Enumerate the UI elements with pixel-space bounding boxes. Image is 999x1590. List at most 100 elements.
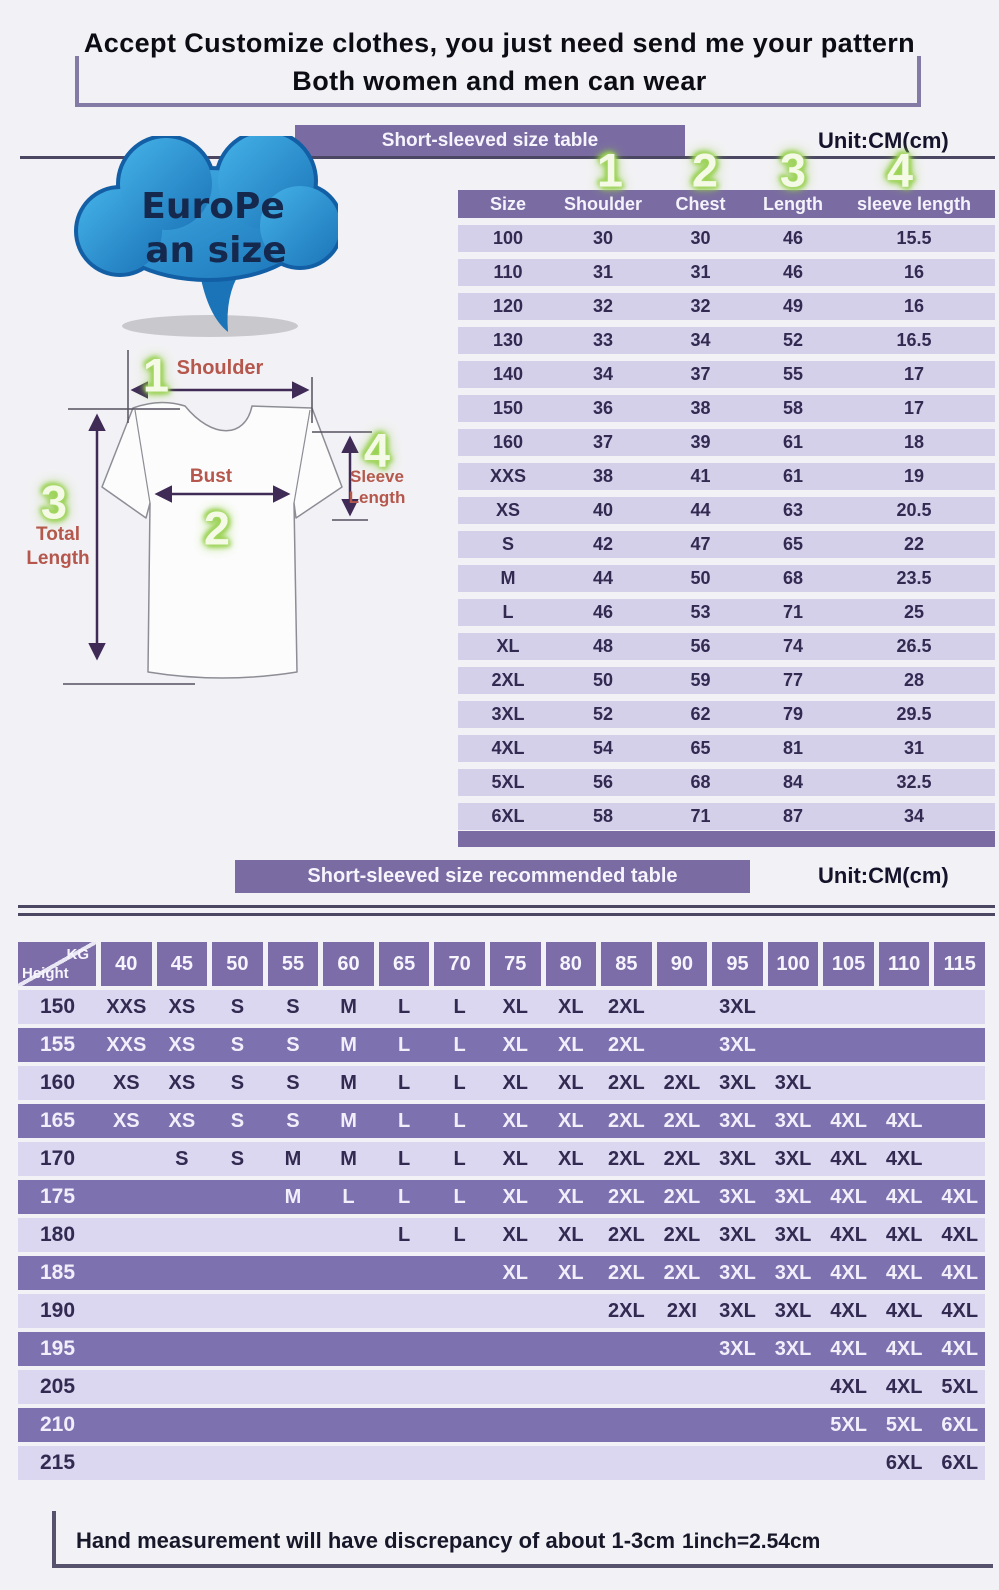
recommend-size-cell: 4XL [885, 1375, 923, 1398]
size-table-row: XL 48 56 74 26.5 [458, 633, 995, 660]
size-table-row: 6XL 58 71 87 34 [458, 803, 995, 830]
recommend-size-cell: XL [502, 1109, 528, 1132]
recommend-size-cell: 2XL [608, 1185, 645, 1208]
recommend-size-cell [101, 1142, 152, 1176]
size-table-cell: 59 [690, 670, 711, 690]
recommend-size-cell: XL [502, 1261, 528, 1284]
recommend-size-cell: XL [502, 1223, 528, 1246]
size-table-cell: 20.5 [896, 500, 932, 520]
recommend-size-cell: M [340, 1147, 357, 1170]
recommend-size-cell: L [453, 1223, 466, 1246]
weight-column-header: 105 [823, 942, 874, 986]
size-table-cell: 17 [903, 398, 925, 418]
size-table-cell: XS [495, 500, 520, 520]
recommend-size-cell [490, 1370, 541, 1404]
recommend-size-cell [379, 1408, 430, 1442]
recommend-table-row: 215 6XL 6XL [18, 1446, 985, 1480]
recommend-size-cell: L [397, 1223, 411, 1246]
corner-kg-label: KG [66, 946, 90, 963]
size-table-cell: 42 [592, 534, 614, 554]
size-table-cell: 87 [782, 806, 804, 826]
weight-column-header: 90 [656, 942, 708, 986]
recommend-size-cell [157, 1332, 208, 1366]
height-label: 190 [40, 1299, 76, 1322]
recommend-size-cell: 4XL [830, 1375, 867, 1398]
sleeve-length-label-line2: Length [349, 488, 406, 507]
size-table-row: S 42 47 65 22 [458, 531, 995, 558]
size-table-row: 4XL 54 65 81 31 [458, 735, 995, 762]
recommend-size-cell [157, 1218, 208, 1252]
size-table-header-chest: Chest [675, 193, 726, 214]
recommend-size-cell: XL [502, 1147, 528, 1170]
size-table-cell: 32 [690, 296, 711, 316]
size-table-row: XXS 38 41 61 19 [458, 463, 995, 490]
column-marker-1: 1 [596, 143, 624, 197]
recommend-size-cell: 3XL [719, 1223, 756, 1246]
divider-line [20, 156, 995, 159]
recommend-size-cell [657, 1370, 708, 1404]
size-table-cell: 49 [782, 296, 804, 316]
recommend-size-cell: 4XL [885, 1185, 923, 1208]
cloud-body [78, 136, 338, 278]
size-table-cell: 2XL [491, 670, 525, 690]
recommend-size-cell: M [284, 1185, 302, 1208]
recommend-table-corner-cell: KG Height [18, 942, 96, 986]
recommend-size-cell: 2XL [608, 1147, 645, 1170]
recommend-size-cell: XL [558, 1071, 584, 1094]
size-table-cell: 18 [903, 432, 925, 452]
recommend-table-body: 150 XXS XS S S M L L XL XL 2XL 3XL 155 XXS XS S S M L L XL XL… [18, 990, 985, 1480]
recommend-size-cell: 4XL [830, 1299, 867, 1322]
weight-column-header: 65 [378, 942, 430, 986]
recommend-size-cell [434, 1294, 485, 1328]
recommend-size-cell: 4XL [941, 1261, 979, 1284]
recommend-table-row: 175 M L L L XL XL 2XL 2XL 3XL 3XL 4XL 4XL 4XL [18, 1180, 985, 1214]
size-table-header-row: Size Shoulder Chest Length sleeve length [458, 190, 995, 218]
size-table-cell: 84 [782, 772, 804, 792]
footer-bottom-border [52, 1564, 993, 1568]
recommend-size-cell: S [230, 995, 245, 1018]
size-table-cell: 56 [592, 772, 614, 792]
total-length-label-line1: Total [36, 524, 80, 545]
size-table-cell: 30 [690, 228, 711, 248]
recommend-size-cell [212, 1294, 263, 1328]
recommend-table-row: 185 XL XL 2XL 2XL 3XL 3XL 4XL 4XL 4XL [18, 1256, 985, 1290]
recommend-size-cell: 2XL [608, 1071, 645, 1094]
height-label: 175 [40, 1185, 76, 1208]
size-table-row: 130 33 34 52 16.5 [458, 327, 995, 354]
recommend-size-cell: 4XL [830, 1109, 867, 1132]
weight-column-header: 60 [323, 942, 374, 986]
recommend-size-cell [657, 1028, 708, 1062]
height-label: 205 [40, 1375, 76, 1398]
column-marker-4: 4 [886, 143, 914, 197]
recommend-table-banner: Short-sleeved size recommended table [235, 860, 750, 893]
size-table-cell: 48 [592, 636, 614, 656]
height-label: 155 [40, 1033, 76, 1056]
size-table: Size Shoulder Chest Length sleeve length… [458, 190, 995, 837]
recommend-size-cell [157, 1180, 208, 1214]
size-table-cell: 79 [782, 704, 804, 724]
recommend-size-cell: 4XL [941, 1185, 979, 1208]
recommend-size-cell [212, 1256, 263, 1290]
recommend-size-cell: 3XL [774, 1109, 812, 1132]
tshirt-measurement-diagram: Shoulder Bust Total Length Sleeve Length [26, 350, 406, 685]
recommend-size-cell [879, 990, 930, 1024]
size-table-cell: 6XL [491, 806, 525, 826]
recommend-size-cell [490, 1332, 541, 1366]
size-table-header-length: Length [763, 193, 823, 214]
recommend-size-cell: L [397, 1071, 411, 1094]
recommend-size-cell [268, 1370, 319, 1404]
recommend-size-cell: 6XL [885, 1451, 923, 1474]
recommend-size-cell: S [230, 1109, 245, 1132]
recommend-size-cell [712, 1408, 763, 1442]
recommend-size-cell [101, 1446, 152, 1480]
size-table-cell: 54 [592, 738, 614, 758]
size-table-cell: 41 [690, 466, 711, 486]
recommend-size-cell: 3XL [774, 1337, 812, 1360]
recommend-size-cell: 3XL [774, 1261, 812, 1284]
recommend-size-cell: 4XL [885, 1337, 923, 1360]
weight-column-header: 55 [267, 942, 319, 986]
recommend-size-cell: 6XL [941, 1413, 979, 1436]
recommend-size-cell [157, 1408, 208, 1442]
size-table-header-size: Size [489, 193, 527, 214]
weight-column-header: 75 [489, 942, 541, 986]
